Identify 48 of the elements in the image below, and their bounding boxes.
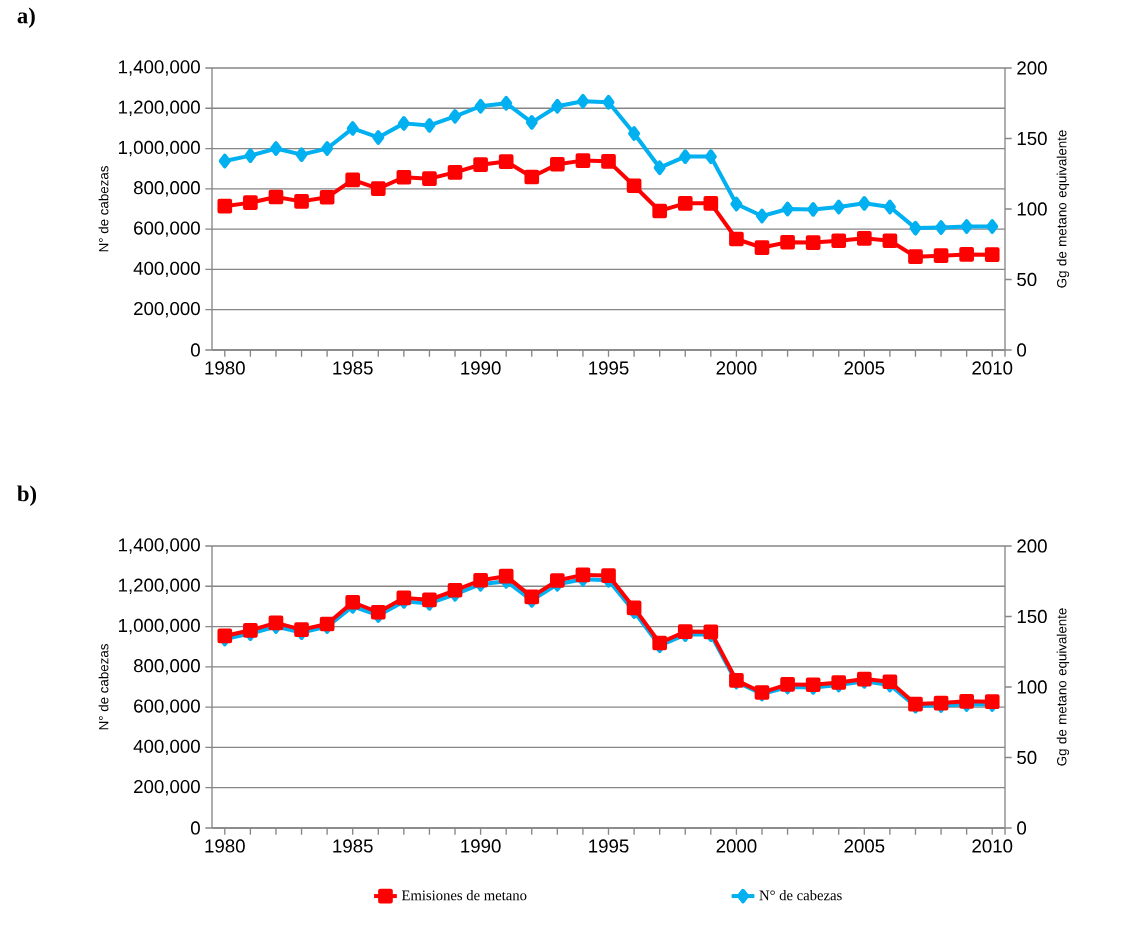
y-tick-label: 1,400,000 [119, 60, 200, 76]
x-tick-label: 1995 [589, 361, 629, 375]
y-tick-label: 1,200,000 [119, 578, 200, 594]
y-tick-label: 1,000,000 [119, 140, 200, 157]
x-tick-label: 2005 [844, 361, 885, 375]
y-tick-label: 1,400,000 [119, 538, 200, 554]
y-tick-label: 1,200,000 [119, 100, 200, 116]
y-tick-label: 0 [190, 821, 200, 835]
x-tick-label: 1985 [333, 839, 373, 853]
x-tick-label: 1980 [205, 839, 245, 853]
x-tick-label: 2005 [844, 839, 885, 853]
y-tick-label: 600,000 [134, 221, 200, 237]
y2-tick-label: 200 [1017, 539, 1047, 553]
y2-tick-label: 50 [1017, 750, 1037, 765]
y-axis-title: N° de cabezas [98, 166, 109, 252]
y-tick-label: 200,000 [134, 779, 200, 796]
y2-tick-label: 0 [1017, 821, 1027, 835]
y2-tick-label: 200 [1017, 61, 1047, 75]
y-tick-label: 800,000 [133, 659, 200, 675]
y2-axis-title: Gg de metano equivalente [1056, 130, 1070, 288]
x-tick-label: 1990 [461, 361, 501, 375]
y2-tick-label: 150 [1017, 131, 1047, 146]
x-tick-label: 2010 [972, 361, 1013, 375]
text: a) [17, 7, 35, 28]
y2-tick-label: 150 [1017, 609, 1047, 624]
y-tick-label: 600,000 [134, 699, 200, 715]
y-tick-label: 400,000 [133, 739, 200, 756]
x-tick-label: 2000 [716, 839, 757, 853]
y2-tick-label: 0 [1017, 343, 1027, 357]
y-tick-label: 200,000 [134, 301, 200, 318]
y2-tick-label: 100 [1017, 202, 1047, 216]
y-tick-label: 400,000 [133, 261, 200, 278]
x-tick-label: 1980 [205, 361, 245, 375]
x-tick-label: 2000 [716, 361, 757, 375]
y2-tick-label: 100 [1017, 680, 1047, 694]
x-tick-label: 1985 [333, 361, 373, 375]
x-tick-label: 2010 [972, 839, 1013, 853]
legend-label: N° de cabezas [759, 890, 842, 901]
legend-label: Emisiones de metano [401, 890, 527, 901]
y-tick-label: 800,000 [133, 181, 200, 197]
x-tick-label: 1995 [589, 839, 629, 853]
y-axis-title: N° de cabezas [98, 644, 109, 730]
y2-tick-label: 50 [1017, 272, 1037, 287]
y-tick-label: 1,000,000 [119, 618, 200, 635]
y-tick-label: 0 [190, 343, 200, 357]
x-tick-label: 1990 [461, 839, 501, 853]
y2-axis-title: Gg de metano equivalente [1056, 608, 1070, 766]
text: b) [17, 485, 37, 506]
